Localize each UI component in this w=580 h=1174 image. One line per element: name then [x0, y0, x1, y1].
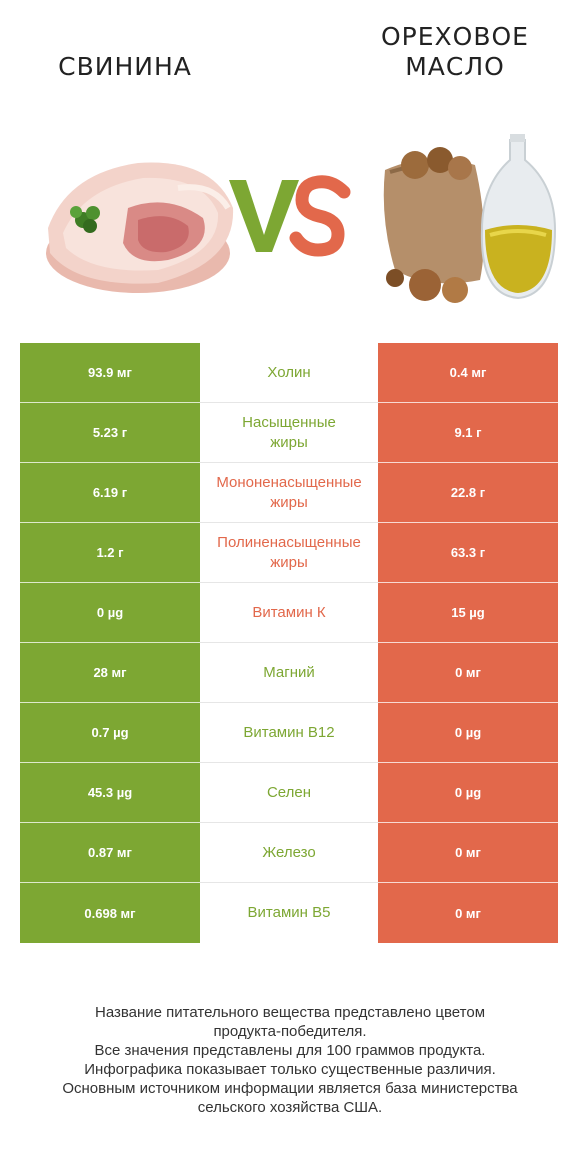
left-value: 0.7 µg: [20, 703, 200, 763]
nutrient-name: Витамин К: [200, 583, 378, 643]
footer-line: Инфографика показывает только существенн…: [84, 1061, 496, 1078]
right-value: 0 мг: [378, 643, 558, 703]
table-row: 0.7 µg Витамин B12 0 µg: [20, 703, 558, 763]
right-product-title: ОРЕХОВОЕ МАСЛО: [350, 22, 560, 82]
table-row: 28 мг Магний 0 мг: [20, 643, 558, 703]
right-value: 63.3 г: [378, 523, 558, 583]
left-product-title: СВИНИНА: [58, 52, 192, 81]
left-value: 0.87 мг: [20, 823, 200, 883]
right-value: 0 мг: [378, 823, 558, 883]
right-value: 0 µg: [378, 763, 558, 823]
pork-image: [46, 162, 234, 293]
right-value: 0.4 мг: [378, 343, 558, 403]
right-value: 0 мг: [378, 883, 558, 943]
footer-line: Все значения представлены для 100 граммо…: [94, 1042, 486, 1059]
right-value: 9.1 г: [378, 403, 558, 463]
nutrient-name: Витамин B5: [200, 883, 378, 943]
table-row: 45.3 µg Селен 0 µg: [20, 763, 558, 823]
nutrient-name-line1: Полиненасыщенные: [217, 533, 361, 551]
left-value: 0 µg: [20, 583, 200, 643]
right-title-line1: ОРЕХОВОЕ: [381, 22, 529, 51]
footer-line: Основным источником информации является …: [62, 1080, 518, 1097]
table-row: 0.698 мг Витамин B5 0 мг: [20, 883, 558, 943]
footer-notes: Название питательного вещества представл…: [20, 1003, 560, 1117]
comparison-table: 93.9 мг Холин 0.4 мг 5.23 г Насыщенные жи…: [20, 343, 558, 943]
nutrient-name: Селен: [200, 763, 378, 823]
nutrient-name: Железо: [200, 823, 378, 883]
vs-graphic: [229, 175, 351, 257]
left-value: 1.2 г: [20, 523, 200, 583]
right-value: 0 µg: [378, 703, 558, 763]
left-value: 5.23 г: [20, 403, 200, 463]
left-value: 0.698 мг: [20, 883, 200, 943]
nutrient-name-line2: жиры: [270, 433, 308, 451]
footer-line: продукта-победителя.: [213, 1023, 367, 1040]
right-title-line2: МАСЛО: [405, 52, 505, 81]
left-value: 93.9 мг: [20, 343, 200, 403]
walnut-oil-image: [383, 134, 557, 303]
nutrient-name: Мононенасыщенные жиры: [200, 463, 378, 523]
nutrient-name: Магний: [200, 643, 378, 703]
nutrient-name: Насыщенные жиры: [200, 403, 378, 463]
table-row: 5.23 г Насыщенные жиры 9.1 г: [20, 403, 558, 463]
nutrient-name-line2: жиры: [270, 493, 308, 511]
nutrient-name-line2: жиры: [270, 553, 308, 571]
footer-line: Название питательного вещества представл…: [94, 1004, 486, 1021]
right-value: 22.8 г: [378, 463, 558, 523]
nutrient-name-line1: Насыщенные: [242, 413, 336, 431]
nutrient-name: Полиненасыщенные жиры: [200, 523, 378, 583]
table-row: 1.2 г Полиненасыщенные жиры 63.3 г: [20, 523, 558, 583]
nutrient-name: Холин: [200, 343, 378, 403]
table-row: 6.19 г Мононенасыщенные жиры 22.8 г: [20, 463, 558, 523]
left-value: 45.3 µg: [20, 763, 200, 823]
nutrient-name-line1: Мононенасыщенные: [216, 473, 362, 491]
right-value: 15 µg: [378, 583, 558, 643]
footer-line: сельского хозяйства США.: [197, 1099, 383, 1116]
table-row: 0.87 мг Железо 0 мг: [20, 823, 558, 883]
table-row: 93.9 мг Холин 0.4 мг: [20, 343, 558, 403]
nutrient-name: Витамин B12: [200, 703, 378, 763]
table-row: 0 µg Витамин К 15 µg: [20, 583, 558, 643]
left-value: 28 мг: [20, 643, 200, 703]
left-value: 6.19 г: [20, 463, 200, 523]
